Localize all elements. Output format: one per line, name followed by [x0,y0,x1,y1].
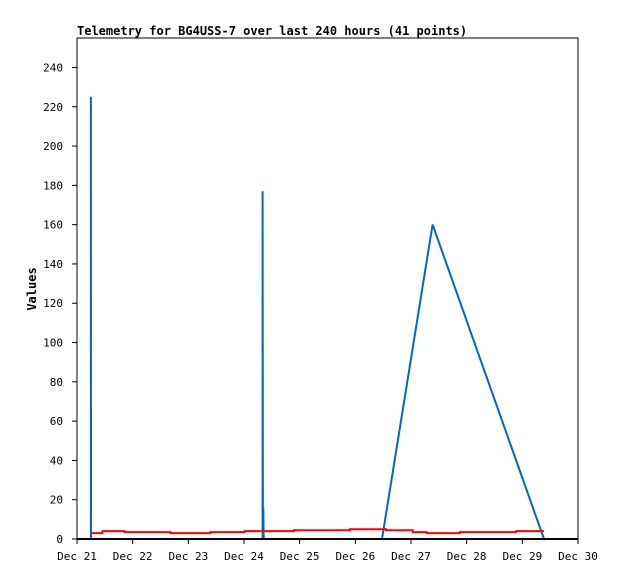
x-tick-label: Dec 23 [168,550,208,563]
plot-frame [77,38,578,539]
x-tick-label: Dec 29 [502,550,542,563]
y-tick-label: 40 [50,454,63,467]
x-tick-label: Dec 27 [391,550,431,563]
y-tick-label: 220 [43,101,63,114]
x-tick-label: Dec 25 [280,550,320,563]
y-tick-label: 180 [43,179,63,192]
chart-title: Telemetry for BG4USS-7 over last 240 hou… [77,24,467,38]
x-tick-label: Dec 28 [447,550,487,563]
series-line-1 [91,529,544,533]
y-tick-label: 0 [56,533,63,546]
series-line-0 [91,97,544,539]
y-axis-label: Values [25,267,39,310]
y-tick-label: 160 [43,219,63,232]
y-tick-label: 120 [43,297,63,310]
x-tick-label: Dec 26 [335,550,375,563]
y-tick-label: 200 [43,140,63,153]
x-tick-label: Dec 24 [224,550,264,563]
x-tick-label: Dec 22 [113,550,153,563]
y-tick-label: 240 [43,61,63,74]
y-tick-label: 20 [50,494,63,507]
y-tick-label: 80 [50,376,63,389]
y-tick-label: 60 [50,415,63,428]
x-tick-label: Dec 21 [57,550,97,563]
y-tick-label: 140 [43,258,63,271]
x-tick-label: Dec 30 [558,550,598,563]
y-tick-label: 100 [43,337,63,350]
